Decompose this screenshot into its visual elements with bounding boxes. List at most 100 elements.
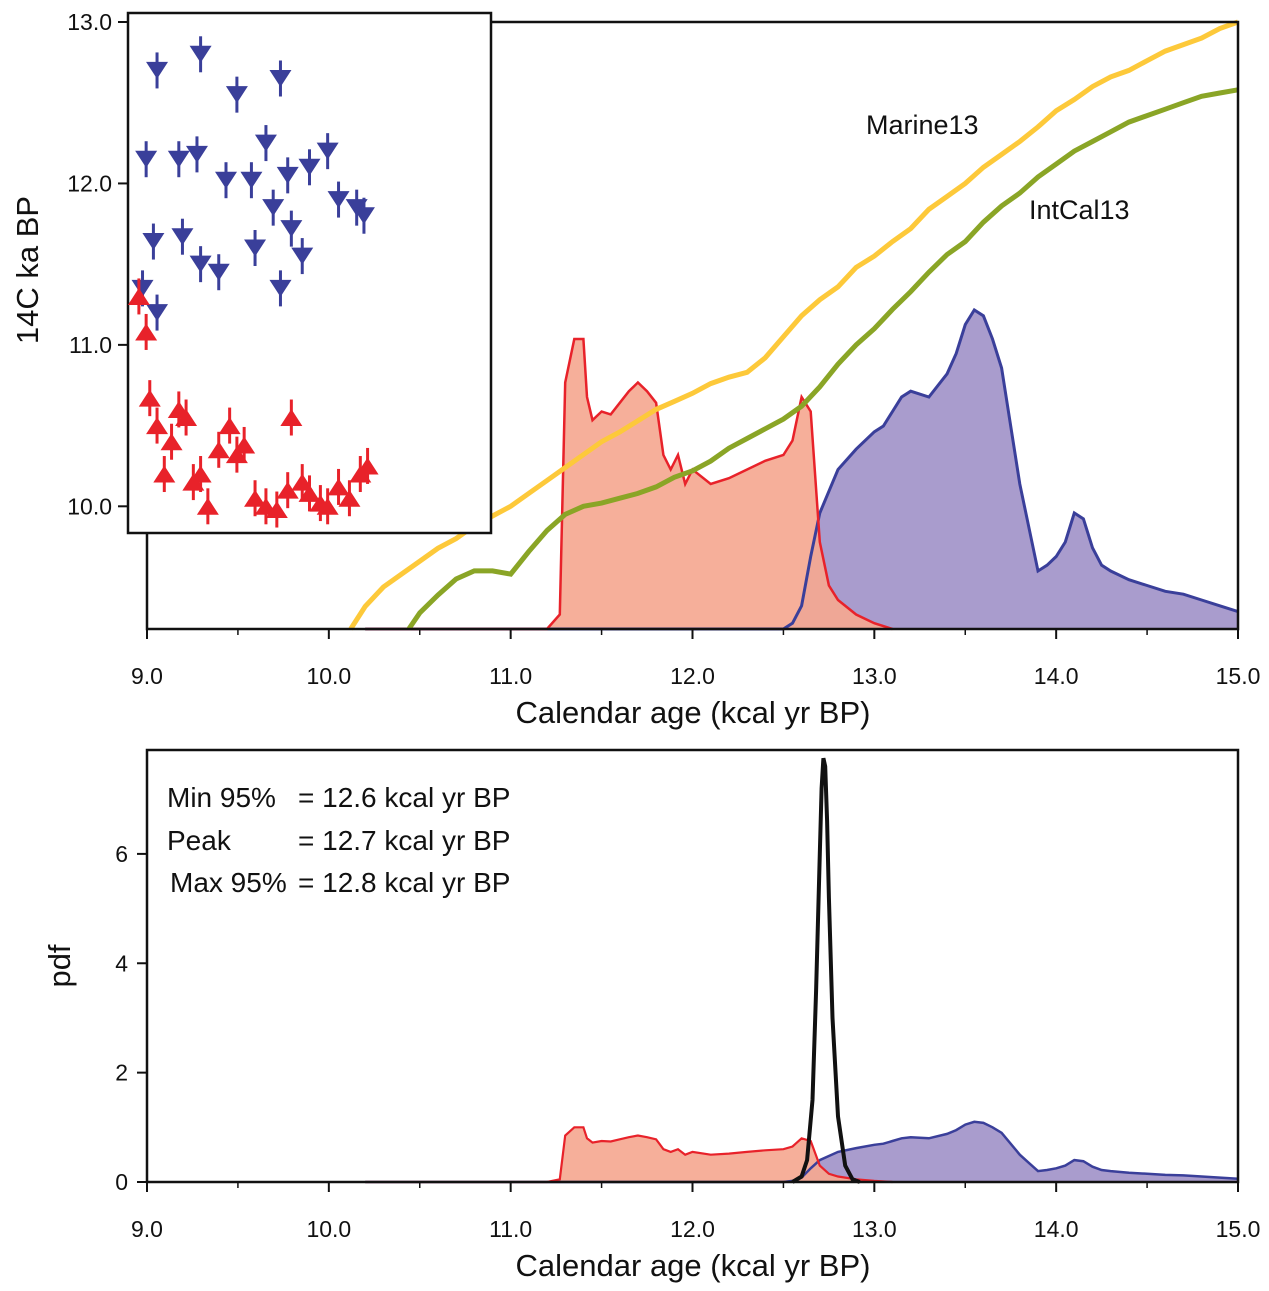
blue-down-triangle: [262, 199, 285, 217]
red-up-triangle: [160, 433, 183, 451]
stat-peak-label: Peak: [167, 825, 232, 856]
y-tick-label: 6: [115, 841, 128, 867]
x-tick-label: 9.0: [131, 663, 163, 689]
y-tick-label: 4: [115, 950, 128, 976]
top-x-axis: 9.0 10.0 11.0 12.0 13.0 14.0 15.0: [131, 629, 1260, 689]
red-up-triangle: [356, 457, 379, 475]
red-up-triangle: [175, 409, 198, 427]
red-up-triangle: [146, 417, 169, 435]
blue-down-triangle: [316, 142, 339, 160]
red-up-triangle: [189, 465, 212, 483]
red-up-triangle: [276, 481, 299, 499]
x-tick-label: 14.0: [1034, 1216, 1079, 1242]
red-up-triangle: [153, 465, 176, 483]
blue-down-triangle: [240, 171, 263, 189]
stat-max-label: Max 95%: [170, 867, 287, 898]
bottom-x-axis-label: Calendar age (kcal yr BP): [516, 1248, 871, 1283]
y-tick-label: 2: [115, 1060, 128, 1086]
inset-background: [126, 11, 493, 535]
calibration-curves: [348, 19, 1239, 631]
blue-down-triangle: [352, 207, 375, 225]
red-up-triangle: [127, 287, 150, 305]
red-up-triangle: [291, 473, 314, 491]
marine13-label: Marine13: [866, 110, 979, 140]
red-up-triangle: [298, 484, 321, 502]
combined-pdf-line: [791, 757, 861, 1184]
blue-down-triangle: [215, 171, 238, 189]
blue-down-triangle: [146, 61, 169, 79]
blue-down-triangle: [244, 239, 267, 257]
red-up-triangle: [138, 389, 161, 407]
blue-down-triangle: [207, 263, 230, 281]
stat-min-value: = 12.6 kcal yr BP: [298, 782, 510, 813]
x-tick-label: 10.0: [306, 1216, 351, 1242]
y-tick-label: 13.0: [67, 9, 112, 35]
intcal13-label: IntCal13: [1029, 195, 1130, 225]
x-tick-label: 14.0: [1034, 663, 1079, 689]
blue-down-triangle: [291, 247, 314, 265]
x-tick-label: 11.0: [489, 1216, 532, 1242]
blue-down-triangle: [185, 145, 208, 163]
top-blue-pdf-line: [365, 307, 1239, 631]
blue-down-triangle: [254, 134, 277, 152]
red-up-triangle: [233, 436, 256, 454]
top-y-axis: 10.0 11.0 12.0 13.0: [67, 9, 128, 519]
top-y-axis-label: 14C ka BP: [10, 196, 45, 344]
x-tick-label: 12.0: [670, 663, 715, 689]
y-tick-label: 10.0: [67, 493, 112, 519]
top-blue-pdf-fill: [365, 310, 1238, 629]
bottom-y-axis: 0 2 4 6: [115, 841, 147, 1195]
blue-down-triangle: [131, 279, 154, 297]
y-tick-label: 11.0: [69, 332, 112, 358]
blue-down-triangle: [269, 70, 292, 88]
bottom-red-pdf-fill: [365, 1127, 893, 1182]
red-up-triangle: [265, 501, 288, 519]
red-up-triangle: [280, 409, 303, 427]
bottom-chart-panel: 9.0 10.0 11.0 12.0 13.0 14.0 15.0 0 2 4 6 Calenda…: [42, 748, 1260, 1283]
blue-down-triangle: [146, 304, 169, 322]
bottom-plot-frame: [145, 748, 1240, 1184]
y-tick-label: 0: [115, 1169, 128, 1195]
blue-down-triangle: [167, 150, 190, 168]
red-up-triangle: [225, 446, 248, 464]
top-x-axis-label: Calendar age (kcal yr BP): [516, 695, 871, 730]
blue-down-triangle: [225, 86, 248, 104]
bottom-pdf-layer: [365, 757, 1239, 1184]
red-up-triangle: [244, 489, 267, 507]
red-up-triangle: [207, 441, 230, 459]
blue-down-triangle: [189, 45, 212, 63]
blue-down-triangle: [171, 228, 194, 246]
red-up-triangle: [196, 497, 219, 515]
x-tick-label: 13.0: [852, 663, 897, 689]
blue-down-triangle: [189, 255, 212, 273]
red-up-triangle: [327, 478, 350, 496]
x-tick-label: 11.0: [489, 663, 532, 689]
blue-down-triangle: [269, 279, 292, 297]
intcal13-curve: [406, 87, 1239, 631]
inset-scatter-panel: [126, 11, 493, 535]
red-up-triangle: [316, 497, 339, 515]
blue-down-triangle: [135, 150, 158, 168]
stat-max-value: = 12.8 kcal yr BP: [298, 867, 510, 898]
blue-down-triangle: [327, 191, 350, 209]
blue-down-triangle: [298, 158, 321, 176]
top-red-pdf-fill: [365, 339, 893, 629]
inset-points: [127, 36, 379, 528]
x-tick-label: 10.0: [306, 663, 351, 689]
stats-annotation: Min 95% = 12.6 kcal yr BP Peak = 12.7 kc…: [167, 782, 510, 898]
red-up-triangle: [135, 323, 158, 341]
bottom-y-axis-label: pdf: [42, 944, 77, 987]
top-red-pdf-line: [365, 337, 893, 631]
x-tick-label: 13.0: [852, 1216, 897, 1242]
blue-down-triangle: [276, 166, 299, 184]
bottom-x-axis: 9.0 10.0 11.0 12.0 13.0 14.0 15.0: [131, 1182, 1260, 1242]
marine13-curve: [348, 19, 1239, 631]
bottom-red-pdf-line: [365, 1126, 893, 1184]
blue-down-triangle: [142, 233, 165, 251]
red-up-triangle: [218, 417, 241, 435]
top-pdf-layer: [365, 307, 1239, 631]
x-tick-label: 15.0: [1216, 1216, 1261, 1242]
red-up-triangle: [338, 489, 361, 507]
blue-down-triangle: [280, 220, 303, 238]
